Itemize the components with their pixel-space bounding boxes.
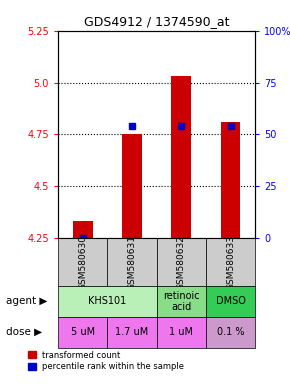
Text: agent ▶: agent ▶ (6, 296, 47, 306)
Text: 0.1 %: 0.1 % (217, 327, 244, 337)
Bar (122, 134, 142, 238)
Text: GSM580630: GSM580630 (78, 235, 87, 290)
Bar (157, 286, 206, 317)
Bar (73, 222, 93, 238)
Bar (157, 317, 206, 348)
Bar (206, 238, 255, 286)
Text: retinoic
acid: retinoic acid (163, 291, 200, 312)
Text: GSM580633: GSM580633 (226, 235, 235, 290)
Bar (221, 122, 240, 238)
Text: GSM580632: GSM580632 (177, 235, 186, 290)
Text: 1 uM: 1 uM (169, 327, 193, 337)
Bar (171, 76, 191, 238)
Text: DMSO: DMSO (215, 296, 246, 306)
Text: 5 uM: 5 uM (70, 327, 95, 337)
Text: KHS101: KHS101 (88, 296, 126, 306)
Text: GSM580631: GSM580631 (127, 235, 137, 290)
Title: GDS4912 / 1374590_at: GDS4912 / 1374590_at (84, 15, 229, 28)
Bar (206, 317, 255, 348)
Bar (206, 286, 255, 317)
Bar (58, 286, 157, 317)
Bar (157, 238, 206, 286)
Bar (107, 238, 157, 286)
Text: 1.7 uM: 1.7 uM (115, 327, 148, 337)
Bar (58, 238, 107, 286)
Bar (58, 317, 107, 348)
Bar (107, 317, 157, 348)
Text: dose ▶: dose ▶ (6, 327, 42, 337)
Legend: transformed count, percentile rank within the sample: transformed count, percentile rank withi… (27, 350, 185, 372)
